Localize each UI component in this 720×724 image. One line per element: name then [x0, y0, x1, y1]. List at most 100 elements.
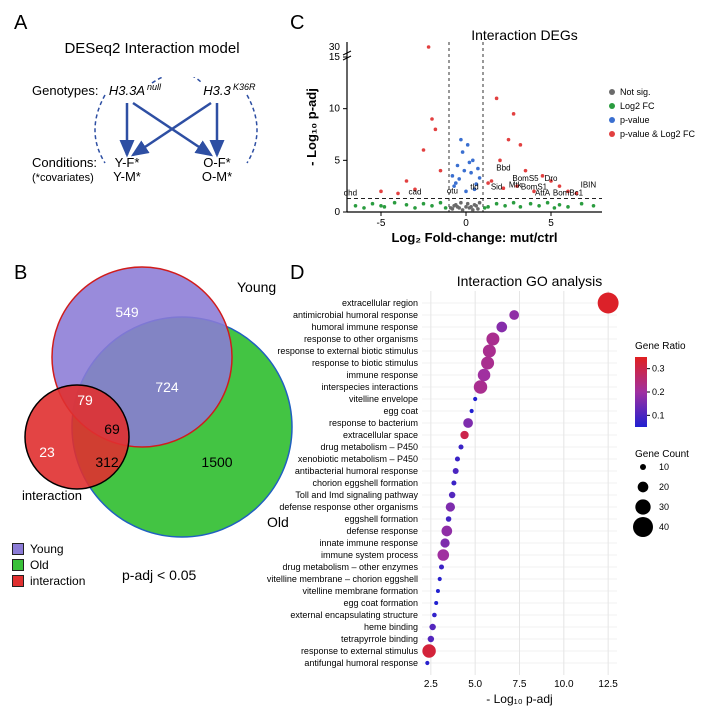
svg-text:tld: tld [470, 182, 478, 191]
svg-text:5.0: 5.0 [468, 679, 482, 690]
svg-text:20: 20 [659, 482, 669, 492]
svg-text:response to external biotic st: response to external biotic stimulus [277, 346, 418, 356]
panel-label-a: A [14, 12, 27, 35]
swatch-inter [12, 575, 24, 587]
svg-text:H3.3: H3.3 [203, 83, 231, 98]
svg-text:p-value & Log2 FC: p-value & Log2 FC [620, 129, 696, 139]
volcano-plot: -5 0 5 0 5 10 1530 Log₂ Fold-change: mut/ctrl - … [302, 22, 702, 257]
svg-text:drug metabolism – P450: drug metabolism – P450 [320, 442, 418, 452]
svg-text:H3.3A: H3.3A [109, 83, 145, 98]
svg-text:5: 5 [548, 218, 554, 229]
svg-text:10: 10 [659, 462, 669, 472]
svg-text:eggshell formation: eggshell formation [344, 514, 418, 524]
svg-text:vitelline membrane formation: vitelline membrane formation [302, 586, 418, 596]
svg-text:7.5: 7.5 [513, 679, 527, 690]
figure: A B C D DESeq2 Interaction model Genotyp… [12, 12, 708, 712]
go-dotplot: extracellular regionantimicrobial humora… [247, 272, 707, 712]
legend-row: interaction [12, 574, 85, 588]
svg-text:immune system process: immune system process [321, 550, 419, 560]
svg-text:549: 549 [115, 304, 139, 320]
svg-text:5: 5 [334, 155, 340, 166]
svg-text:12.5: 12.5 [598, 679, 618, 690]
svg-text:0.2: 0.2 [652, 387, 665, 397]
svg-text:Interaction DEGs: Interaction DEGs [471, 27, 578, 43]
svg-text:30: 30 [329, 42, 341, 53]
svg-text:Genotypes:: Genotypes: [32, 83, 99, 98]
svg-text:egg coat: egg coat [383, 406, 418, 416]
svg-text:10.0: 10.0 [554, 679, 574, 690]
legend-label: interaction [30, 574, 85, 588]
svg-text:external encapsulating structu: external encapsulating structure [290, 610, 418, 620]
svg-text:extracellular space: extracellular space [343, 430, 418, 440]
svg-text:724: 724 [155, 379, 179, 395]
legend-row: Old [12, 558, 85, 572]
panel-a-title: DESeq2 Interaction model [32, 40, 272, 57]
svg-text:30: 30 [659, 502, 669, 512]
svg-text:Log2 FC: Log2 FC [620, 101, 655, 111]
svg-text:interspecies interactions: interspecies interactions [321, 382, 418, 392]
svg-text:O-M*: O-M* [202, 169, 232, 184]
svg-text:Dro: Dro [545, 174, 558, 183]
panel-a: DESeq2 Interaction model Genotypes: Condi… [32, 40, 272, 190]
svg-text:0: 0 [463, 218, 469, 229]
svg-text:antibacterial humoral response: antibacterial humoral response [295, 466, 418, 476]
svg-text:1500: 1500 [201, 454, 232, 470]
svg-text:dhd: dhd [344, 189, 357, 198]
svg-text:23: 23 [39, 444, 55, 460]
svg-text:response to bacterium: response to bacterium [329, 418, 418, 428]
swatch-old [12, 559, 24, 571]
svg-text:Y-F*: Y-F* [115, 155, 140, 170]
svg-text:p-value: p-value [620, 115, 650, 125]
svg-text:AttA: AttA [535, 189, 551, 198]
svg-text:BomBc1: BomBc1 [553, 189, 584, 198]
svg-text:15: 15 [329, 52, 341, 63]
svg-text:null: null [147, 82, 162, 92]
svg-text:humoral immune response: humoral immune response [311, 322, 418, 332]
svg-text:2.5: 2.5 [424, 679, 438, 690]
svg-text:Interaction GO analysis: Interaction GO analysis [457, 273, 603, 289]
svg-text:(*covariates): (*covariates) [32, 172, 94, 184]
svg-text:10: 10 [329, 104, 341, 115]
svg-text:cad: cad [409, 188, 422, 197]
svg-text:response to other organisms: response to other organisms [304, 334, 419, 344]
svg-text:Gene Ratio: Gene Ratio [635, 341, 686, 352]
svg-text:vitelline membrane – chorion e: vitelline membrane – chorion eggshell [267, 574, 418, 584]
svg-text:response to external stimulus: response to external stimulus [301, 646, 419, 656]
svg-text:Sid: Sid [491, 182, 503, 191]
svg-text:tetrapyrrole binding: tetrapyrrole binding [341, 634, 418, 644]
svg-text:response to biotic stimulus: response to biotic stimulus [312, 358, 419, 368]
venn-legend: Young Old interaction [12, 542, 85, 590]
panel-d: extracellular regionantimicrobial humora… [247, 272, 707, 712]
svg-text:IBIN: IBIN [581, 180, 597, 189]
legend-label: Old [30, 558, 49, 572]
svg-text:heme binding: heme binding [364, 622, 418, 632]
svg-text:K36R: K36R [233, 82, 256, 92]
svg-text:Toll and Imd signaling pathway: Toll and Imd signaling pathway [295, 490, 418, 500]
svg-text:drug metabolism – other enzyme: drug metabolism – other enzymes [282, 562, 418, 572]
venn-caption: p-adj < 0.05 [122, 567, 196, 583]
svg-text:interaction: interaction [22, 488, 82, 503]
svg-text:Not sig.: Not sig. [620, 87, 651, 97]
svg-text:Log₂ Fold-change: mut/ctrl: Log₂ Fold-change: mut/ctrl [391, 230, 557, 245]
svg-text:chorion eggshell formation: chorion eggshell formation [312, 478, 418, 488]
svg-text:79: 79 [77, 392, 93, 408]
svg-text:0.3: 0.3 [652, 364, 665, 374]
svg-text:- Log₁₀ p-adj: - Log₁₀ p-adj [304, 88, 319, 166]
swatch-young [12, 543, 24, 555]
svg-text:egg coat formation: egg coat formation [343, 598, 418, 608]
svg-text:defense response other organis: defense response other organisms [279, 502, 418, 512]
legend-row: Young [12, 542, 85, 556]
svg-text:otu: otu [447, 186, 458, 195]
svg-text:0: 0 [334, 207, 340, 218]
svg-text:antimicrobial humoral response: antimicrobial humoral response [293, 310, 418, 320]
svg-text:defense response: defense response [346, 526, 418, 536]
svg-text:Gene Count: Gene Count [635, 449, 689, 460]
svg-text:innate immune response: innate immune response [319, 538, 418, 548]
panel-c: -5 0 5 0 5 10 1530 Log₂ Fold-change: mut/ctrl - … [302, 22, 702, 252]
svg-text:-5: -5 [377, 218, 386, 229]
deseq2-diagram: Genotypes: Conditions: (*covariates) H3.3An… [32, 77, 282, 207]
svg-text:Y-M*: Y-M* [113, 169, 141, 184]
svg-text:69: 69 [104, 421, 120, 437]
svg-text:Conditions:: Conditions: [32, 155, 97, 170]
svg-text:antifungal humoral response: antifungal humoral response [304, 658, 418, 668]
